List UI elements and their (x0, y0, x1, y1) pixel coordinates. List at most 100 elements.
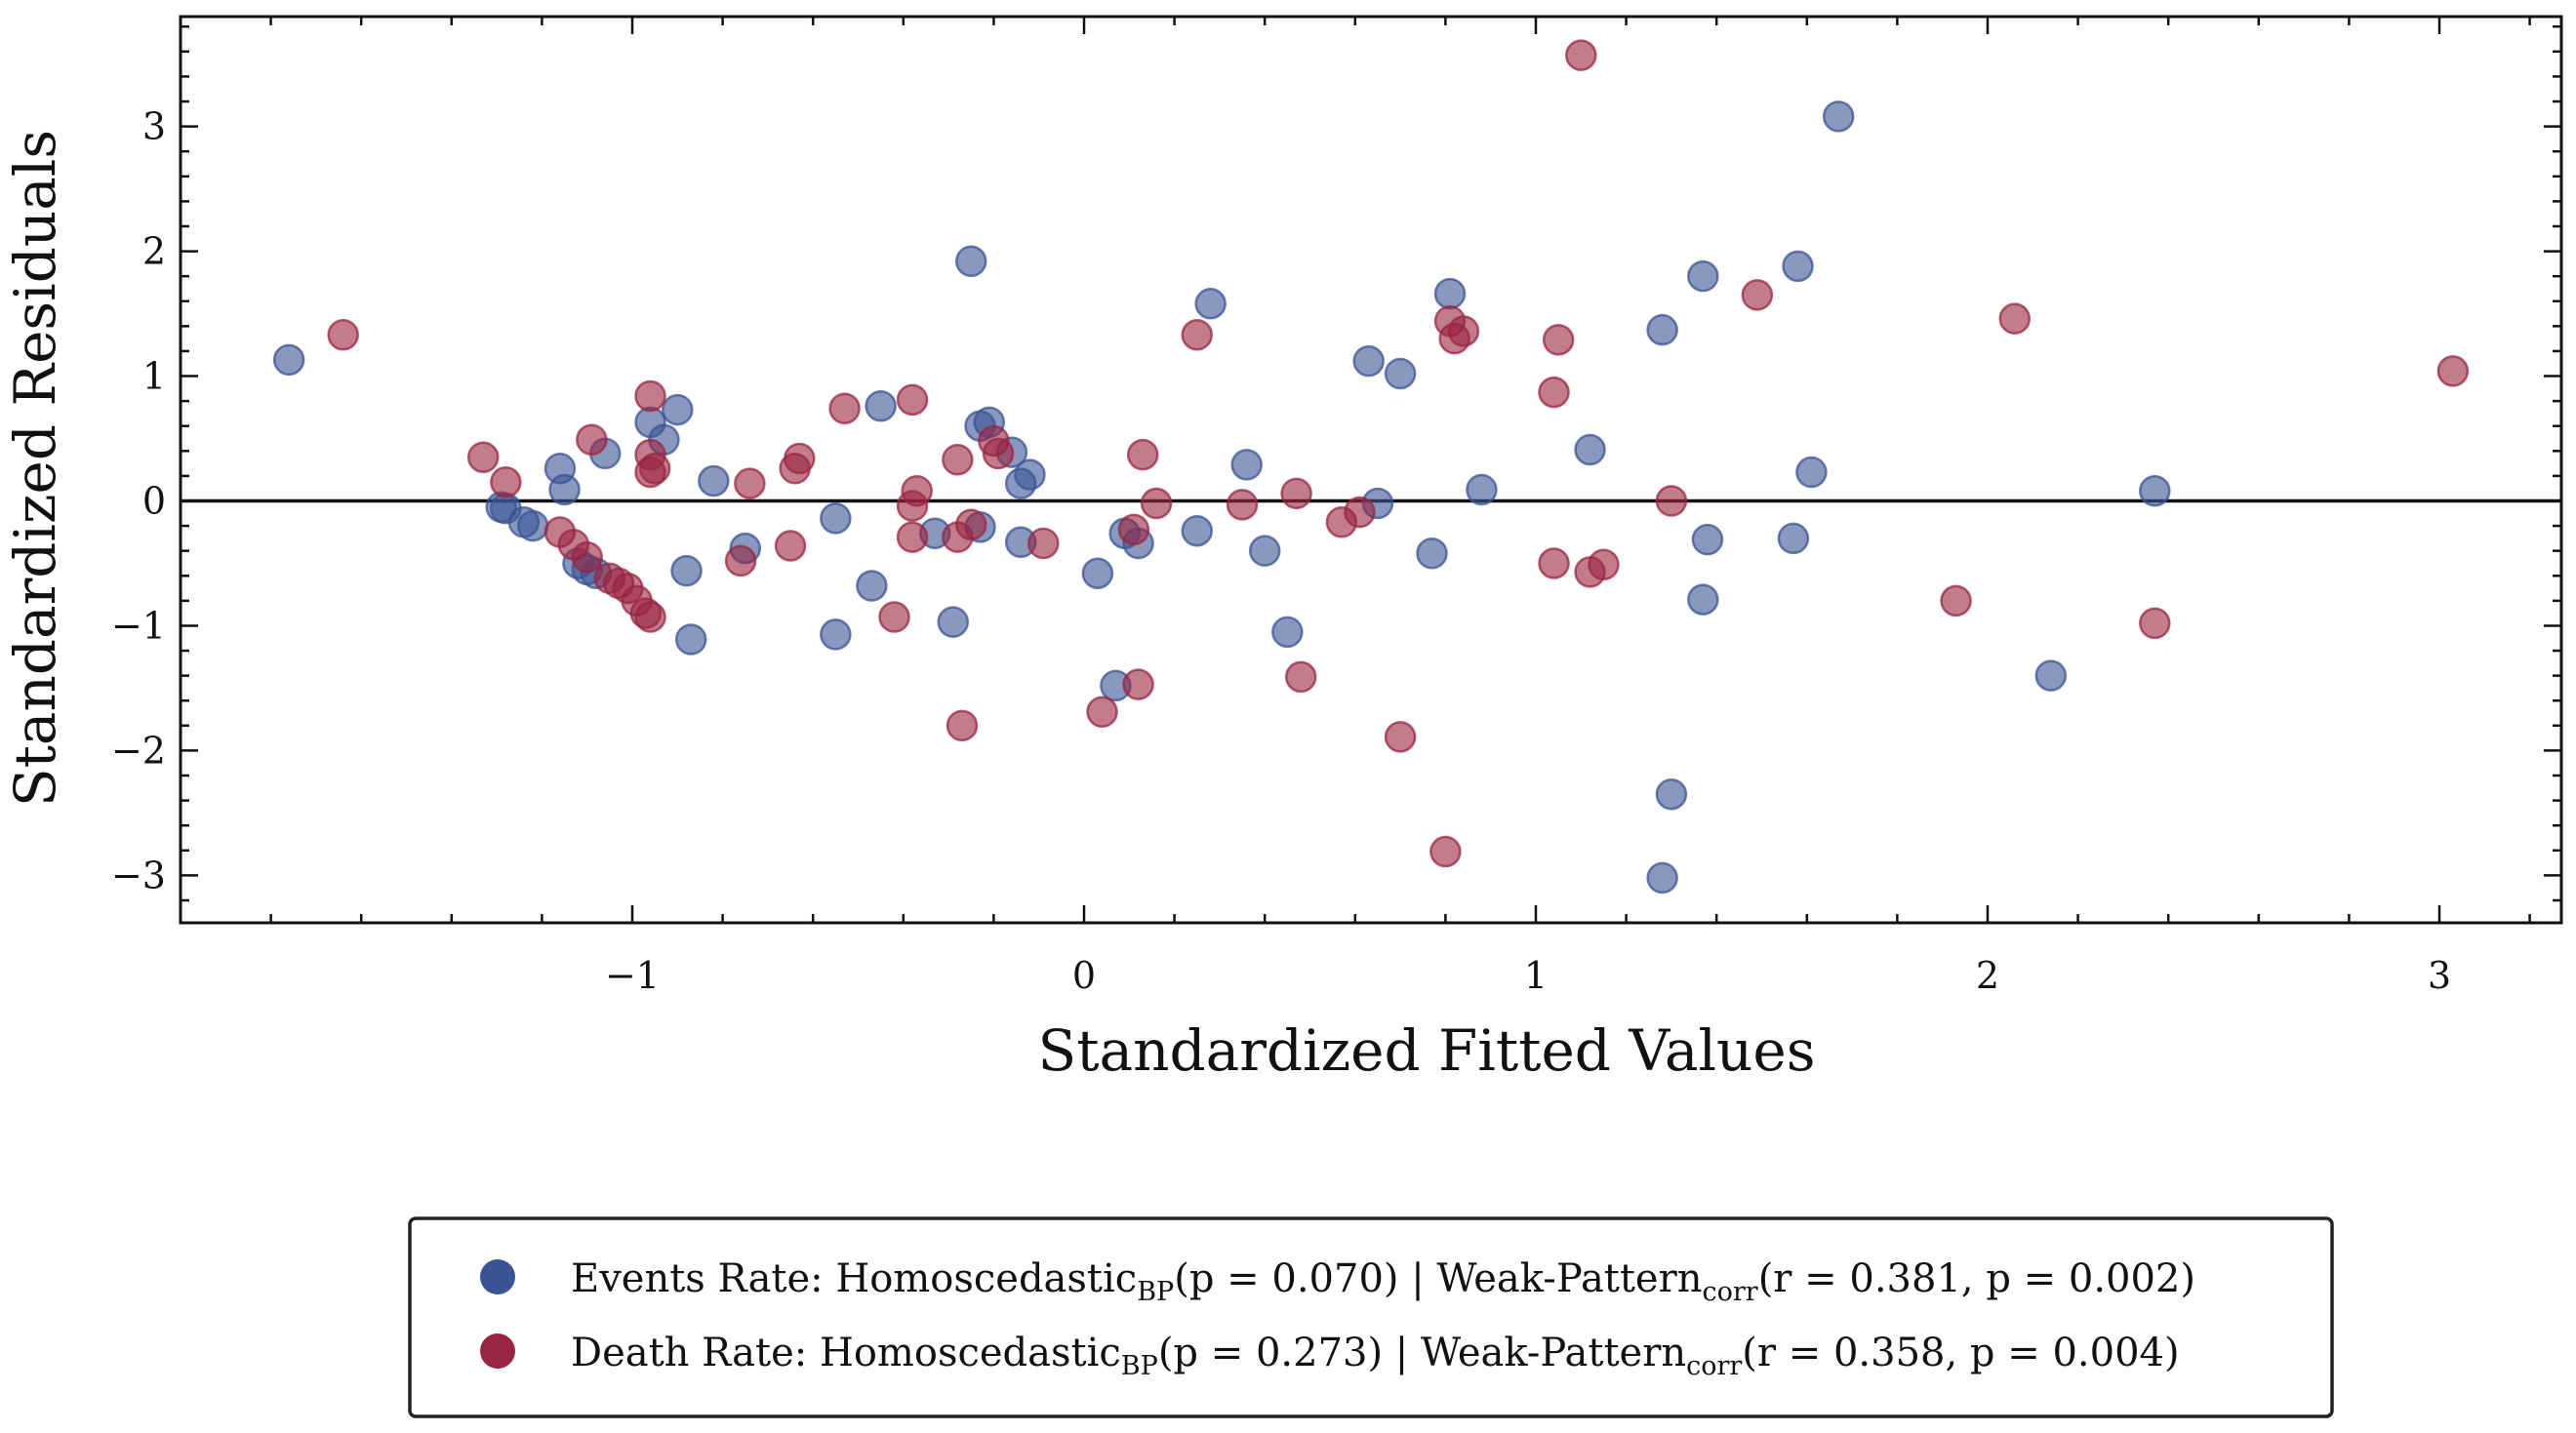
point-death-rate (327, 319, 359, 351)
point-death-rate (490, 466, 522, 498)
point-death-rate (638, 452, 671, 485)
point-events-rate (1271, 616, 1304, 649)
point-death-rate (1998, 302, 2032, 335)
point-death-rate (1226, 489, 1259, 521)
x-tick-label: −1 (605, 954, 660, 997)
point-events-rate (1230, 449, 1263, 481)
point-events-rate (1181, 514, 1213, 547)
point-death-rate (774, 530, 807, 562)
point-events-rate (698, 464, 730, 498)
point-death-rate (1181, 319, 1213, 351)
point-death-rate (734, 467, 766, 499)
point-events-rate (2139, 475, 2171, 507)
point-death-rate (1126, 438, 1159, 471)
point-events-rate (1248, 535, 1281, 567)
legend: Events Rate: HomoscedasticBP(p = 0.070) … (408, 1216, 2334, 1418)
point-death-rate (1280, 477, 1312, 510)
x-tick-label: 1 (1524, 954, 1548, 997)
point-death-rate (1027, 527, 1060, 560)
point-death-rate (1565, 39, 1597, 71)
point-events-rate (2034, 659, 2068, 692)
point-events-rate (1646, 861, 1678, 895)
point-death-rate (1086, 696, 1118, 728)
point-events-rate (1416, 537, 1448, 570)
point-death-rate (1538, 547, 1570, 579)
point-events-rate (820, 502, 852, 535)
legend-marker-events-rate (480, 1259, 515, 1294)
legend-label-death-rate: Death Rate: HomoscedasticBP(p = 0.273) |… (571, 1331, 2180, 1381)
legend-label-events-rate: Events Rate: HomoscedasticBP(p = 0.070) … (571, 1256, 2195, 1307)
point-death-rate (2139, 607, 2171, 640)
legend-entry-events-rate: Events Rate: HomoscedasticBP(p = 0.070) … (480, 1256, 2195, 1307)
point-events-rate (1687, 583, 1719, 616)
point-death-rate (634, 379, 666, 413)
point-death-rate (634, 601, 666, 633)
point-death-rate (982, 437, 1015, 470)
point-death-rate (946, 709, 979, 742)
legend-box (408, 1216, 2334, 1418)
point-events-rate (1777, 522, 1810, 555)
legend-marker-death-rate (480, 1333, 515, 1369)
point-death-rate (1284, 660, 1317, 694)
point-death-rate (828, 392, 861, 425)
point-events-rate (1655, 777, 1688, 811)
point-events-rate (1687, 259, 1719, 293)
point-events-rate (1795, 456, 1828, 489)
point-events-rate (1822, 100, 1855, 133)
point-death-rate (1122, 668, 1154, 700)
point-events-rate (856, 570, 888, 602)
point-death-rate (1542, 324, 1575, 356)
point-death-rate (942, 444, 974, 476)
point-events-rate (1352, 344, 1385, 378)
point-death-rate (896, 490, 929, 522)
point-death-rate (878, 601, 910, 633)
y-tick-label: −3 (111, 854, 166, 896)
x-tick-label: 3 (2428, 954, 2451, 997)
y-tick-label: 2 (142, 230, 166, 273)
point-death-rate (2436, 355, 2470, 387)
point-events-rate (662, 393, 694, 426)
point-events-rate (1384, 357, 1417, 390)
point-events-rate (1782, 250, 1814, 283)
point-events-rate (1081, 557, 1114, 589)
point-death-rate (784, 442, 816, 475)
point-events-rate (674, 623, 707, 656)
y-tick-label: −2 (111, 729, 166, 772)
point-death-rate (466, 441, 500, 473)
point-death-rate (1538, 376, 1570, 409)
point-death-rate (1447, 315, 1480, 347)
point-events-rate (272, 343, 305, 377)
point-events-rate (1433, 277, 1467, 310)
point-events-rate (1014, 458, 1046, 491)
point-death-rate (1344, 496, 1376, 529)
point-death-rate (1384, 721, 1417, 753)
legend-entry-death-rate: Death Rate: HomoscedasticBP(p = 0.273) |… (480, 1331, 2180, 1381)
point-death-rate (724, 544, 757, 577)
point-death-rate (1940, 584, 1972, 617)
x-tick-label: 0 (1072, 954, 1096, 997)
point-death-rate (896, 383, 929, 417)
y-axis-label: Standardized Residuals (2, 130, 68, 807)
point-events-rate (1466, 473, 1498, 506)
point-events-rate (548, 473, 581, 506)
x-axis-label: Standardized Fitted Values (1038, 1017, 1816, 1084)
point-death-rate (1429, 835, 1462, 868)
point-death-rate (896, 521, 929, 553)
point-events-rate (820, 618, 852, 651)
point-death-rate (1655, 485, 1688, 517)
point-death-rate (1117, 513, 1150, 546)
point-death-rate (1140, 487, 1173, 520)
point-events-rate (954, 245, 987, 278)
point-events-rate (1574, 433, 1606, 466)
point-events-rate (516, 509, 549, 542)
x-tick-label: 2 (1976, 954, 1999, 997)
point-death-rate (1588, 548, 1620, 581)
point-death-rate (576, 423, 608, 457)
point-death-rate (571, 540, 603, 574)
point-death-rate (954, 508, 987, 541)
y-tick-label: 1 (142, 355, 166, 398)
point-events-rate (1691, 523, 1724, 556)
point-events-rate (937, 606, 969, 638)
plot-frame (179, 15, 2563, 925)
